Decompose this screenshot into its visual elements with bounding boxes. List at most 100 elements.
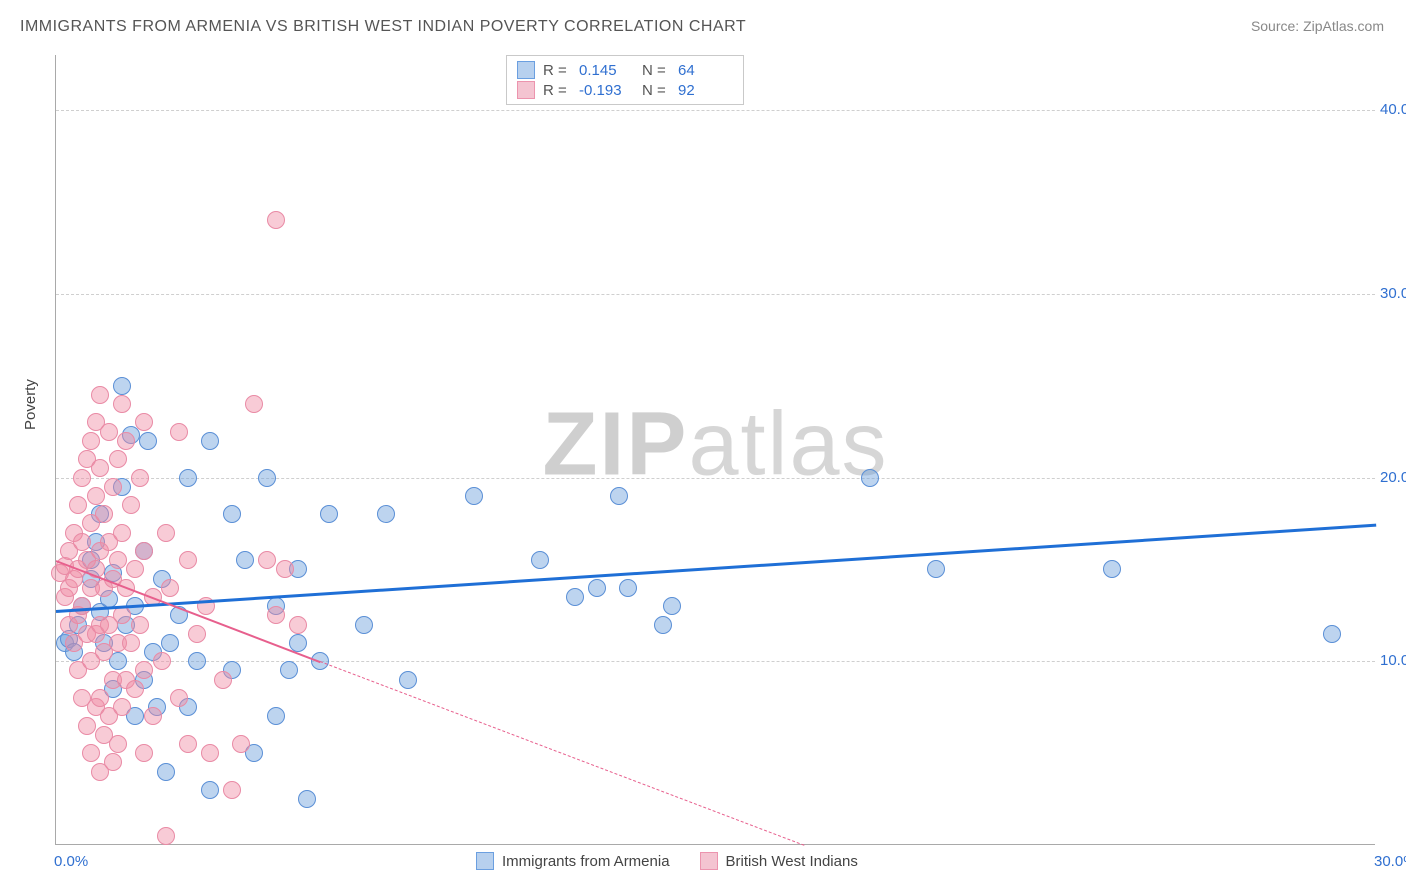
legend-row-series-1: R = 0.145 N = 64 (517, 60, 733, 80)
scatter-point (153, 652, 171, 670)
scatter-point (201, 781, 219, 799)
scatter-point (465, 487, 483, 505)
swatch-series-2 (517, 81, 535, 99)
scatter-point (144, 707, 162, 725)
scatter-point (135, 542, 153, 560)
scatter-point (861, 469, 879, 487)
legend-row-series-2: R = -0.193 N = 92 (517, 80, 733, 100)
scatter-point (201, 744, 219, 762)
scatter-point (104, 478, 122, 496)
trend-line (320, 661, 804, 846)
y-tick-label: 40.0% (1380, 101, 1406, 118)
legend-label-2: British West Indians (726, 853, 858, 870)
scatter-point (95, 505, 113, 523)
scatter-point (131, 616, 149, 634)
x-tick-label: 0.0% (54, 853, 88, 870)
scatter-point (258, 551, 276, 569)
scatter-point (113, 395, 131, 413)
y-tick-label: 10.0% (1380, 652, 1406, 669)
scatter-point (267, 211, 285, 229)
scatter-point (117, 432, 135, 450)
scatter-point (157, 763, 175, 781)
scatter-point (663, 597, 681, 615)
scatter-point (289, 616, 307, 634)
scatter-point (157, 524, 175, 542)
scatter-point (122, 496, 140, 514)
scatter-point (223, 781, 241, 799)
gridline (56, 478, 1375, 479)
scatter-point (588, 579, 606, 597)
scatter-point (73, 597, 91, 615)
scatter-point (113, 377, 131, 395)
scatter-point (157, 827, 175, 845)
scatter-point (179, 469, 197, 487)
r-value-2: -0.193 (579, 82, 634, 99)
legend-label-1: Immigrants from Armenia (502, 853, 670, 870)
scatter-point (258, 469, 276, 487)
scatter-point (610, 487, 628, 505)
scatter-point (531, 551, 549, 569)
scatter-point (109, 735, 127, 753)
r-label: R = (543, 82, 571, 99)
n-value-1: 64 (678, 62, 733, 79)
gridline (56, 294, 1375, 295)
scatter-point (126, 560, 144, 578)
scatter-point (69, 496, 87, 514)
scatter-point (377, 505, 395, 523)
scatter-point (179, 551, 197, 569)
scatter-point (188, 652, 206, 670)
n-label: N = (642, 82, 670, 99)
x-tick-label: 30.0% (1374, 853, 1406, 870)
swatch-series-1 (517, 61, 535, 79)
scatter-point (267, 606, 285, 624)
scatter-point (161, 579, 179, 597)
n-label: N = (642, 62, 670, 79)
scatter-point (267, 707, 285, 725)
watermark-bold: ZIP (542, 394, 688, 494)
source-attribution: Source: ZipAtlas.com (1251, 18, 1384, 34)
scatter-point (927, 560, 945, 578)
swatch-series-1 (476, 852, 494, 870)
watermark: ZIPatlas (542, 393, 888, 496)
scatter-point (280, 661, 298, 679)
scatter-point (223, 505, 241, 523)
series-legend: Immigrants from Armenia British West Ind… (476, 852, 858, 870)
r-label: R = (543, 62, 571, 79)
gridline (56, 110, 1375, 111)
chart-title: IMMIGRANTS FROM ARMENIA VS BRITISH WEST … (20, 18, 746, 36)
scatter-point (179, 735, 197, 753)
scatter-point (91, 386, 109, 404)
scatter-point (1103, 560, 1121, 578)
y-tick-label: 30.0% (1380, 285, 1406, 302)
scatter-point (566, 588, 584, 606)
scatter-point (73, 469, 91, 487)
legend-item-1: Immigrants from Armenia (476, 852, 670, 870)
scatter-point (654, 616, 672, 634)
scatter-point (109, 450, 127, 468)
scatter-point (113, 698, 131, 716)
scatter-point (188, 625, 206, 643)
trend-line (56, 523, 1376, 612)
scatter-point (298, 790, 316, 808)
scatter-point (214, 671, 232, 689)
scatter-point (170, 423, 188, 441)
scatter-point (355, 616, 373, 634)
legend-item-2: British West Indians (700, 852, 858, 870)
correlation-legend: R = 0.145 N = 64 R = -0.193 N = 92 (506, 55, 744, 105)
scatter-point (126, 680, 144, 698)
scatter-point (320, 505, 338, 523)
gridline (56, 661, 1375, 662)
scatter-point (619, 579, 637, 597)
scatter-point (82, 432, 100, 450)
scatter-point (87, 487, 105, 505)
r-value-1: 0.145 (579, 62, 634, 79)
scatter-point (399, 671, 417, 689)
scatter-point (135, 661, 153, 679)
scatter-point (91, 459, 109, 477)
scatter-plot-area: ZIPatlas R = 0.145 N = 64 R = -0.193 N =… (55, 55, 1375, 845)
scatter-point (78, 717, 96, 735)
y-tick-label: 20.0% (1380, 469, 1406, 486)
scatter-point (100, 423, 118, 441)
scatter-point (135, 744, 153, 762)
scatter-point (135, 413, 153, 431)
